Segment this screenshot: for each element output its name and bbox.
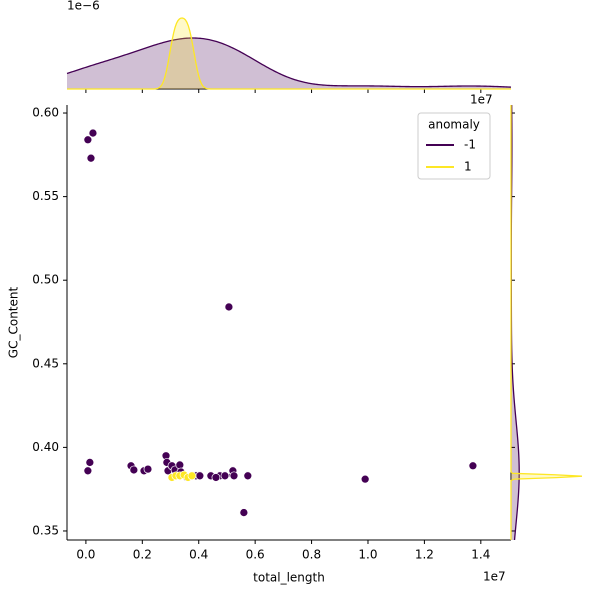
x-tick-label: 0.8 — [302, 548, 321, 562]
x-tick-label: 1.4 — [471, 548, 490, 562]
offset-text: 1e7 — [470, 93, 493, 107]
y-axis-label: GC_Content — [7, 287, 21, 359]
y-tick-label: 0.35 — [32, 523, 59, 537]
x-tick-label: 1.0 — [358, 548, 377, 562]
kde-x — [67, 37, 511, 89]
x-tick-label: 0.2 — [133, 548, 152, 562]
y-tick-label: 0.55 — [32, 189, 59, 203]
point — [86, 153, 96, 163]
offset-text: 1e7 — [483, 570, 506, 584]
point — [229, 471, 239, 481]
kde-x — [67, 17, 511, 90]
y-tick-label: 0.40 — [32, 440, 59, 454]
point — [88, 128, 98, 138]
kde-y — [511, 105, 520, 540]
kde-y — [510, 105, 583, 540]
offset-text: 1e−6 — [67, 0, 100, 13]
kde-x — [67, 18, 511, 89]
point — [211, 473, 221, 482]
point — [224, 302, 234, 312]
point — [175, 460, 185, 470]
point — [85, 458, 95, 467]
point — [187, 471, 197, 481]
point — [83, 135, 93, 145]
x-tick-label: 0.6 — [246, 548, 265, 562]
y-tick-label: 0.60 — [32, 106, 59, 120]
x-axis-label: total_length — [253, 571, 325, 585]
point — [83, 466, 93, 476]
point — [129, 465, 139, 475]
legend-label: 1 — [464, 160, 472, 174]
legend-title: anomaly — [428, 118, 480, 132]
y-tick-label: 0.50 — [32, 273, 59, 287]
point — [143, 464, 153, 474]
point — [243, 471, 253, 481]
point — [195, 471, 205, 481]
y-tick-label: 0.45 — [32, 356, 59, 370]
x-tick-label: 1.2 — [415, 548, 434, 562]
kde-x — [66, 37, 512, 88]
x-tick-label: 0.4 — [189, 548, 208, 562]
legend-label: -1 — [464, 138, 476, 152]
point — [360, 474, 370, 484]
point — [468, 461, 478, 471]
point — [239, 508, 249, 517]
x-tick-label: 0.0 — [76, 548, 95, 562]
point — [220, 471, 230, 481]
